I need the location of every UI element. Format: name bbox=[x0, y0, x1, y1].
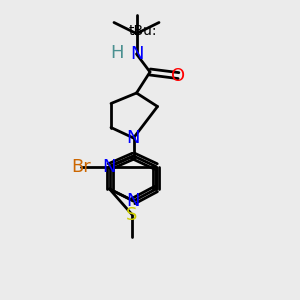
Text: H: H bbox=[110, 44, 124, 62]
Text: Br: Br bbox=[71, 158, 91, 175]
Text: tBu:: tBu: bbox=[128, 24, 157, 38]
Text: N: N bbox=[130, 45, 143, 63]
Text: O: O bbox=[171, 67, 186, 85]
Text: S: S bbox=[126, 206, 138, 224]
Text: N: N bbox=[127, 129, 140, 147]
Text: N: N bbox=[127, 192, 140, 210]
Text: N: N bbox=[103, 158, 116, 175]
